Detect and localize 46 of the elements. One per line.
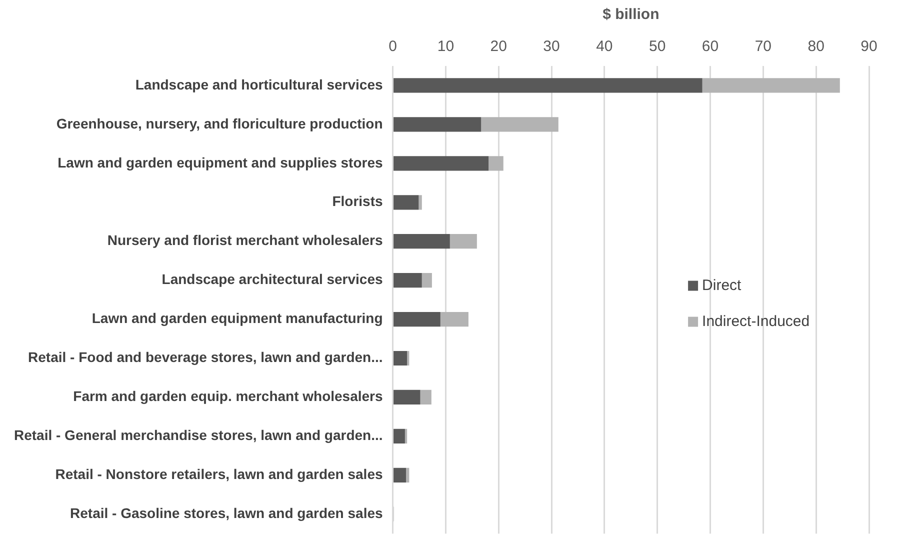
x-tick-label: 40 [596,38,613,56]
bar [420,390,432,405]
y-tick-label: Greenhouse, nursery, and floriculture production [56,115,383,132]
x-tick-label: 0 [388,38,397,56]
y-tick-label: Retail - General merchandise stores, lawn and garden... [14,427,383,444]
bar [394,234,450,249]
y-tick-label: Nursery and florist merchant wholesalers [107,232,383,248]
bar [450,234,477,249]
y-tick-label: Farm and garden equip. merchant wholesalers [73,388,383,404]
bar [394,312,440,327]
bar [440,312,468,327]
x-tick-label: 60 [702,38,719,56]
y-tick-label: Landscape and horticultural services [135,76,383,92]
y-tick-label: Retail - Nonstore retailers, lawn and garden sales [55,466,383,482]
bar [702,78,840,93]
bar [481,117,558,132]
x-tick-label: 10 [437,38,454,56]
bar [404,428,408,444]
bar [394,273,422,288]
bar [394,156,489,171]
bar [394,195,419,210]
bar [394,350,408,366]
bar [394,117,482,132]
y-tick-label: Lawn and garden equipment and supplies stores [58,154,383,170]
bar [394,78,702,93]
legend-label: Indirect-Induced [702,312,810,330]
bar [422,273,432,288]
bar [488,156,504,171]
bar [394,428,405,444]
y-tick-label: Retail - Gasoline stores, lawn and garden sales [70,504,383,521]
bar [406,468,410,482]
bar [418,195,422,210]
x-tick-label: 50 [649,38,666,56]
x-tick-label: 20 [490,38,507,56]
legend-label: Direct [702,276,742,294]
y-tick-label: Lawn and garden equipment manufacturing [92,310,383,326]
x-tick-label: 80 [808,38,824,56]
x-tick-label: 70 [754,38,772,56]
y-tick-label: Florists [332,193,383,210]
y-tick-label: Retail - Food and beverage stores, lawn and garden... [28,349,383,366]
bar [394,390,420,405]
x-axis-title: $ billion [602,6,660,24]
x-tick-label: 90 [860,38,878,56]
y-tick-label: Landscape architectural services [162,271,383,288]
x-tick-label: 30 [543,38,560,56]
bar [394,468,406,482]
